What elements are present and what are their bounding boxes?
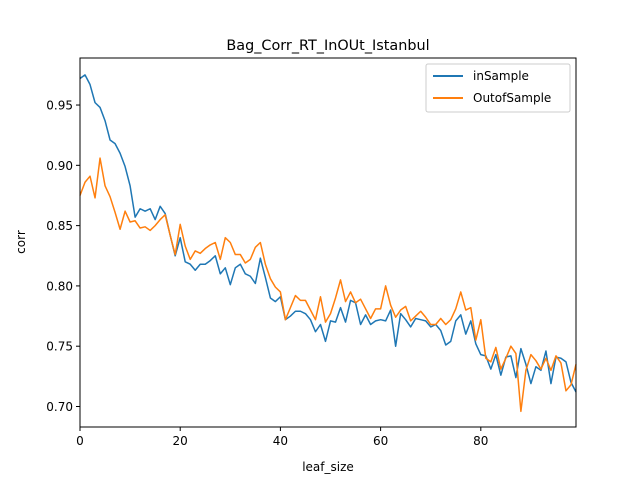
y-axis: 0.70 0.75 0.80 0.85 0.90 0.95 bbox=[46, 99, 80, 414]
series-line-outofsample bbox=[79, 157, 577, 413]
legend-label-insample: inSample bbox=[473, 69, 529, 83]
legend: inSample OutofSample bbox=[425, 63, 571, 113]
y-axis-label: corr bbox=[14, 230, 28, 254]
x-tick-label: 80 bbox=[473, 434, 488, 448]
y-tick-label: 0.80 bbox=[46, 279, 73, 293]
y-tick-label: 0.85 bbox=[46, 219, 73, 233]
x-tick-label: 20 bbox=[173, 434, 188, 448]
y-tick-label: 0.90 bbox=[46, 159, 73, 173]
x-tick-label: 60 bbox=[373, 434, 388, 448]
x-axis-label: leaf_size bbox=[302, 460, 354, 474]
x-tick-label: 0 bbox=[76, 434, 84, 448]
x-tick-label: 40 bbox=[273, 434, 288, 448]
legend-label-outofsample: OutofSample bbox=[473, 91, 551, 105]
chart-title: Bag_Corr_RT_InOUt_Istanbul bbox=[226, 38, 429, 54]
plot-area bbox=[80, 58, 576, 427]
y-tick-label: 0.95 bbox=[46, 99, 73, 113]
plot-frame bbox=[79, 57, 577, 428]
y-tick-label: 0.75 bbox=[46, 340, 73, 354]
x-axis: 0 20 40 60 80 bbox=[76, 427, 488, 448]
series-line-insample bbox=[79, 74, 577, 393]
y-tick-label: 0.70 bbox=[46, 400, 73, 414]
series-layer bbox=[79, 74, 577, 413]
